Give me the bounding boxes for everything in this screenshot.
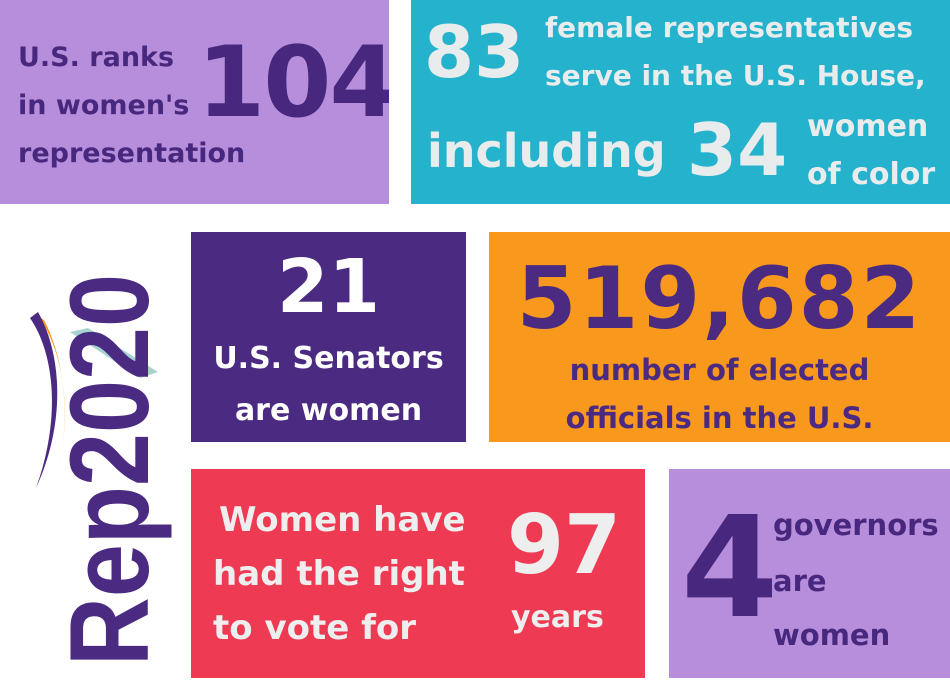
house-number-female: 83: [424, 10, 525, 94]
officials-number: 519,682: [516, 249, 923, 349]
house-text-women: women: [807, 109, 929, 144]
senate-line-2: are women: [234, 393, 423, 428]
governors-line-3: women: [773, 618, 891, 652]
house-text-including: including: [427, 124, 666, 178]
house-text-of-color: of color: [807, 157, 936, 192]
rank-number: 104: [197, 26, 389, 140]
stat-tile-governors: 4 governors are women: [669, 469, 950, 678]
rank-label-line-3: representation: [18, 138, 246, 169]
vote-line-3: to vote for: [213, 608, 417, 648]
senate-number: 21: [277, 244, 380, 330]
rank-label-line-2: in women's: [18, 90, 190, 121]
stat-tile-vote: Women have had the right to vote for 97 …: [191, 469, 645, 678]
rank-label-line-1: U.S. ranks: [18, 42, 175, 73]
house-text-line-2: serve in the U.S. House,: [545, 59, 926, 92]
logo-text: Rep2020: [47, 274, 172, 666]
governors-line-2: are: [773, 564, 827, 598]
vote-line-1: Women have: [219, 500, 466, 540]
stat-tile-house: 83 female representatives serve in the U…: [411, 0, 950, 204]
governors-number: 4: [681, 487, 779, 650]
stat-tile-senate: 21 U.S. Senators are women: [191, 232, 466, 442]
vote-line-2: had the right: [213, 554, 465, 594]
stat-tile-officials: 519,682 number of elected officials in t…: [489, 232, 950, 442]
logo-purple-swoosh: [30, 312, 58, 488]
rep2020-logo: Rep2020: [0, 232, 180, 678]
vote-unit: years: [511, 600, 604, 635]
house-number-color: 34: [687, 108, 788, 192]
officials-line-2: officials in the U.S.: [565, 401, 874, 435]
governors-line-1: governors: [773, 508, 939, 542]
vote-number: 97: [507, 498, 622, 593]
logo-teal-slash: [70, 328, 158, 378]
stat-tile-rank: U.S. ranks in women's representation 104: [0, 0, 389, 204]
house-text-line-1: female representatives: [545, 11, 913, 44]
rep2020-logo-mark: Rep2020: [30, 274, 172, 666]
senate-line-1: U.S. Senators: [213, 341, 444, 376]
officials-line-1: number of elected: [569, 353, 870, 387]
